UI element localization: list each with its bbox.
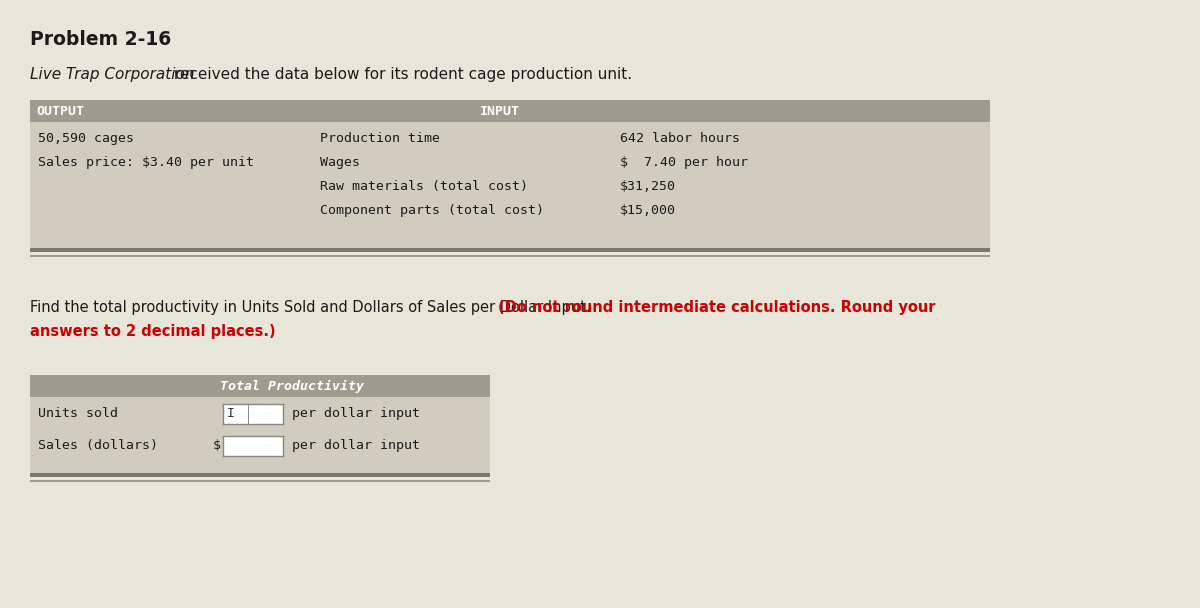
Text: Raw materials (total cost): Raw materials (total cost) xyxy=(320,180,528,193)
Text: (Do not round intermediate calculations. Round your: (Do not round intermediate calculations.… xyxy=(498,300,936,315)
Text: Production time: Production time xyxy=(320,132,440,145)
Text: Units sold: Units sold xyxy=(38,407,118,420)
Text: 642 labor hours: 642 labor hours xyxy=(620,132,740,145)
Text: 50,590 cages: 50,590 cages xyxy=(38,132,134,145)
Text: $15,000: $15,000 xyxy=(620,204,676,217)
Text: I: I xyxy=(227,407,235,420)
Text: received the data below for its rodent cage production unit.: received the data below for its rodent c… xyxy=(168,67,631,82)
Text: $31,250: $31,250 xyxy=(620,180,676,193)
Text: Find the total productivity in Units Sold and Dollars of Sales per Dollar Input.: Find the total productivity in Units Sol… xyxy=(30,300,595,315)
Text: per dollar input: per dollar input xyxy=(292,407,420,420)
Text: Problem 2-16: Problem 2-16 xyxy=(30,30,172,49)
Text: Wages: Wages xyxy=(320,156,360,169)
Text: answers to 2 decimal places.): answers to 2 decimal places.) xyxy=(30,324,276,339)
Text: per dollar input: per dollar input xyxy=(292,439,420,452)
Text: Sales (dollars): Sales (dollars) xyxy=(38,439,158,452)
Text: $: $ xyxy=(214,439,221,452)
Text: OUTPUT: OUTPUT xyxy=(36,105,84,118)
Text: Sales price: $3.40 per unit: Sales price: $3.40 per unit xyxy=(38,156,254,169)
Text: Live Trap Corporation: Live Trap Corporation xyxy=(30,67,194,82)
Text: INPUT: INPUT xyxy=(480,105,520,118)
Text: Total Productivity: Total Productivity xyxy=(220,380,364,393)
Text: Component parts (total cost): Component parts (total cost) xyxy=(320,204,544,217)
Text: $  7.40 per hour: $ 7.40 per hour xyxy=(620,156,748,169)
